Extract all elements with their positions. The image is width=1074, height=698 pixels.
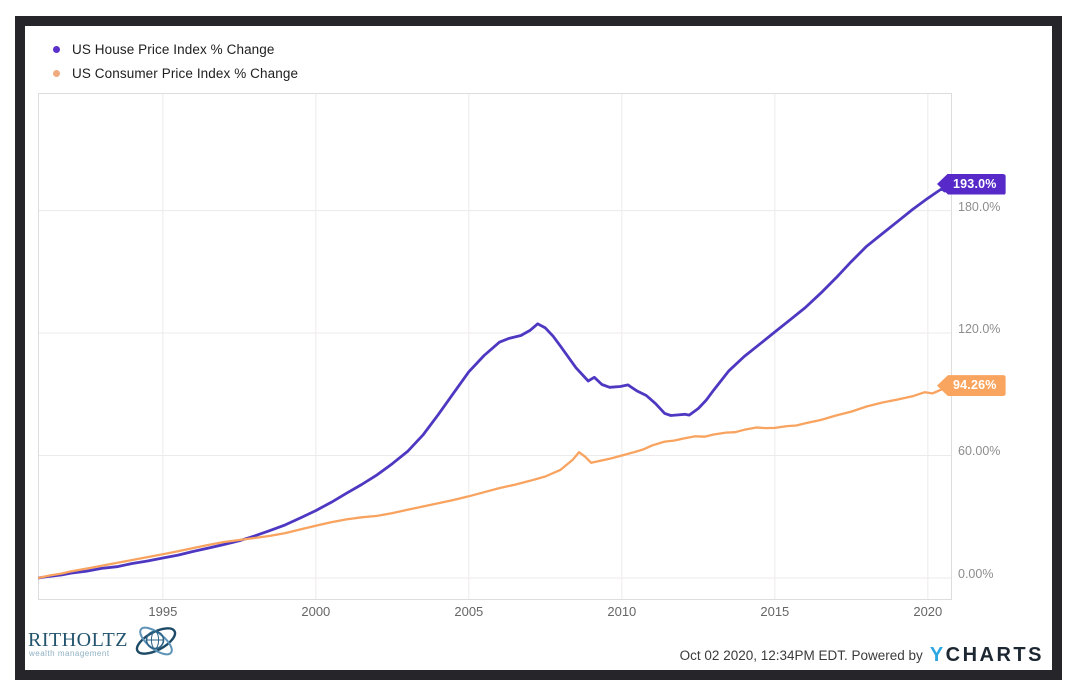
y-tick-label: 180.0%: [958, 199, 1001, 214]
ritholtz-globe-icon: [135, 626, 177, 656]
series-dot-icon: [53, 45, 60, 53]
series-dot-icon: [53, 69, 60, 77]
value-badge-consumer-price-index: 94.26%: [937, 375, 1006, 397]
ycharts-logo[interactable]: Y CHARTS: [930, 644, 1044, 667]
x-tick-label: 1995: [148, 604, 178, 619]
legend-label: US Consumer Price Index % Change: [72, 65, 299, 81]
footer-attribution: Oct 02 2020, 12:34PM EDT. Powered by Y CH…: [680, 643, 1044, 667]
value-badge-house-price-index: 193.0%: [937, 173, 1006, 195]
chart-frame: [15, 16, 1062, 680]
ritholtz-subtitle: wealth management: [29, 648, 110, 658]
ycharts-logo-y: Y: [929, 643, 946, 666]
x-tick-label: 2020: [913, 604, 943, 619]
ycharts-logo-charts: CHARTS: [945, 643, 1044, 666]
chart-plot: [38, 93, 952, 600]
timestamp: Oct 02 2020, 12:34PM EDT. Powered by: [679, 647, 923, 663]
x-tick-label: 2000: [301, 604, 331, 619]
ritholtz-logo[interactable]: RITHOLTZ wealth management: [28, 624, 182, 664]
ritholtz-name: RITHOLTZ: [28, 628, 128, 651]
x-tick-label: 2015: [760, 604, 790, 619]
legend: US House Price Index % Change US Consume…: [53, 37, 298, 85]
legend-label: US House Price Index % Change: [72, 41, 275, 57]
y-tick-label: 120.0%: [958, 322, 1001, 337]
x-tick-label: 2010: [607, 604, 637, 619]
ritholtz-wordmark: RITHOLTZ wealth management: [28, 628, 128, 658]
x-tick-label: 2005: [454, 604, 484, 619]
legend-item-consumer-price-index[interactable]: US Consumer Price Index % Change: [53, 61, 298, 85]
y-tick-label: 60.00%: [958, 444, 1001, 459]
y-tick-label: 0.00%: [958, 566, 994, 581]
legend-item-house-price-index[interactable]: US House Price Index % Change: [53, 37, 298, 61]
